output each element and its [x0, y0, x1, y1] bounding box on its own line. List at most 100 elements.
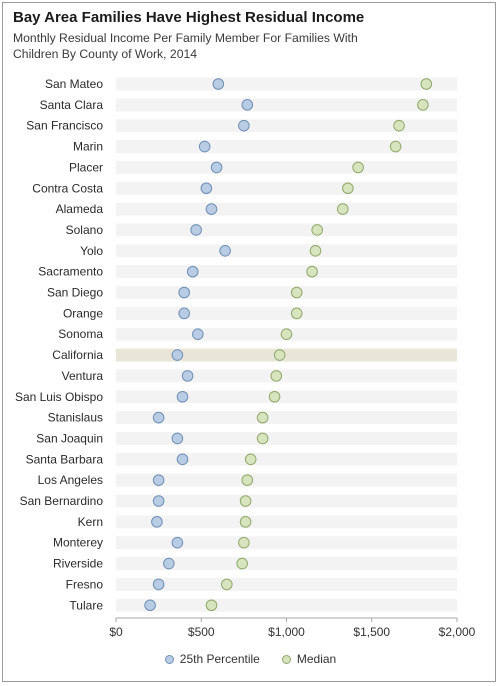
legend-label-25th: 25th Percentile — [179, 652, 260, 666]
dot-25th-sonoma — [192, 328, 204, 341]
dot-median-san-luis-obispo — [268, 390, 281, 403]
dot-median-alameda — [336, 203, 349, 215]
dot-median-solano — [311, 224, 323, 236]
dot-median-san-bernardino — [239, 495, 252, 507]
row-band — [116, 244, 457, 258]
dot-25th-placer — [210, 161, 223, 174]
dot-25th-fresno — [152, 578, 165, 591]
dot-median-ventura — [270, 370, 283, 382]
dot-25th-san-bernardino — [152, 495, 165, 507]
row-band — [116, 431, 457, 445]
dot-median-los-angeles — [241, 474, 254, 486]
dot-median-california — [273, 349, 286, 361]
dot-25th-contra-costa — [200, 182, 213, 195]
row-band — [116, 390, 457, 404]
row-band — [116, 286, 457, 299]
row-label-fresno: Fresno — [66, 577, 104, 591]
row-label-california: California — [52, 348, 103, 362]
row-label-san-luis-obispo: San Luis Obispo — [15, 390, 103, 404]
dot-median-placer — [352, 161, 364, 174]
dot-25th-sacramento — [186, 265, 199, 278]
legend-item-median: Median — [281, 652, 337, 666]
dot-median-orange — [290, 307, 303, 320]
row-band — [116, 515, 457, 529]
row-label-solano: Solano — [66, 223, 104, 237]
row-label-los-angeles: Los Angeles — [38, 473, 103, 487]
dot-median-santa-barbara — [244, 453, 257, 466]
dot-median-san-diego — [290, 286, 303, 299]
dot-25th-los-angeles — [152, 474, 165, 486]
chart-title: Bay Area Families Have Highest Residual … — [13, 9, 365, 26]
row-band — [116, 557, 457, 571]
row-band — [116, 77, 457, 91]
row-band — [116, 202, 457, 216]
row-band — [116, 98, 457, 112]
row-label-san-bernardino: San Bernardino — [20, 494, 104, 508]
legend-label-median: Median — [296, 652, 337, 666]
row-band — [116, 369, 457, 383]
dot-median-santa-clara — [417, 99, 429, 111]
row-band — [116, 265, 457, 279]
dot-25th-alameda — [205, 203, 218, 215]
row-label-placer: Placer — [69, 160, 103, 174]
row-band — [116, 140, 457, 154]
dot-median-fresno — [221, 578, 233, 591]
row-label-ventura: Ventura — [62, 369, 104, 383]
dot-25th-riverside — [163, 557, 175, 570]
row-label-marin: Marin — [73, 140, 103, 154]
row-label-yolo: Yolo — [80, 244, 103, 258]
row-label-riverside: Riverside — [53, 557, 103, 571]
dot-25th-orange — [178, 307, 190, 320]
dot-25th-stanislaus — [152, 411, 165, 424]
dot-25th-tulare — [144, 599, 156, 612]
row-band — [116, 536, 457, 550]
row-band — [116, 598, 457, 612]
row-label-orange: Orange — [63, 306, 103, 320]
dot-25th-california — [171, 349, 184, 361]
dot-median-stanislaus — [256, 411, 269, 424]
row-label-contra-costa: Contra Costa — [32, 181, 103, 195]
dot-median-tulare — [205, 599, 218, 612]
dot-25th-san-francisco — [238, 119, 250, 132]
legend-item-25th: 25th Percentile — [164, 652, 260, 666]
dot-25th-san-joaquin — [171, 432, 184, 445]
dot-median-contra-costa — [342, 182, 354, 195]
legend-swatch-median — [281, 654, 291, 664]
dot-median-monterey — [238, 536, 250, 549]
dot-25th-kern — [151, 516, 163, 528]
legend-swatch-25th — [164, 654, 174, 664]
row-label-santa-clara: Santa Clara — [40, 98, 104, 112]
row-label-tulare: Tulare — [69, 598, 103, 612]
highlight-band — [116, 348, 457, 362]
dot-median-yolo — [309, 245, 322, 257]
row-label-santa-barbara: Santa Barbara — [26, 452, 104, 466]
dot-median-sonoma — [280, 328, 293, 341]
dot-25th-yolo — [219, 245, 231, 257]
dot-median-marin — [389, 140, 402, 153]
row-label-monterey: Monterey — [53, 536, 103, 550]
dot-median-kern — [239, 516, 252, 528]
dot-25th-santa-clara — [241, 99, 254, 111]
row-band — [116, 306, 457, 320]
row-label-kern: Kern — [78, 515, 103, 529]
row-label-sacramento: Sacramento — [38, 265, 103, 279]
row-band — [116, 411, 457, 425]
row-label-alameda: Alameda — [56, 202, 104, 216]
dot-25th-solano — [190, 224, 202, 236]
row-label-sonoma: Sonoma — [58, 327, 103, 341]
dot-25th-monterey — [171, 536, 184, 549]
x-tick-label: $2,000 — [439, 625, 476, 639]
row-label-stanislaus: Stanislaus — [48, 411, 103, 425]
row-band — [116, 494, 457, 508]
row-band — [116, 160, 457, 174]
row-band — [116, 452, 457, 466]
dot-25th-san-diego — [178, 286, 190, 299]
dot-25th-marin — [198, 140, 211, 153]
dot-median-sacramento — [306, 265, 318, 278]
dot-25th-san-luis-obispo — [176, 390, 189, 403]
x-tick-label: $0 — [109, 625, 123, 639]
dot-median-san-joaquin — [256, 432, 269, 445]
x-tick-label: $1,500 — [353, 625, 390, 639]
row-band — [116, 181, 457, 195]
